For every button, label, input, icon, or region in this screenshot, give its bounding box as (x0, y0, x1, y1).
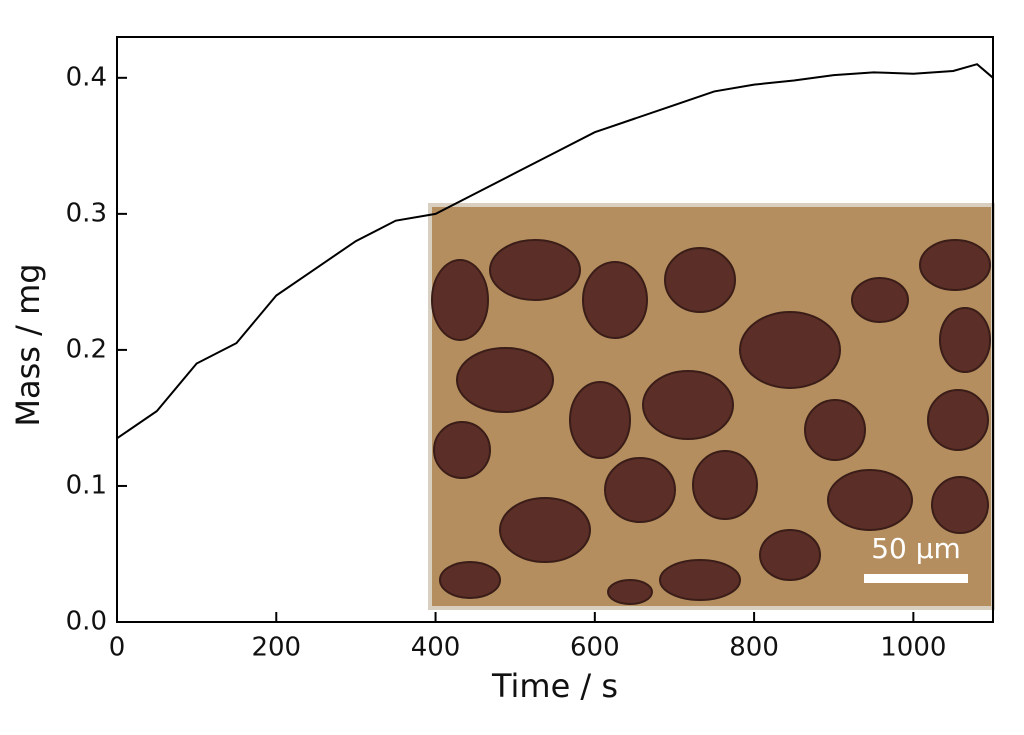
y-tick-label: 0.4 (66, 62, 107, 92)
y-axis-label: Mass / mg (9, 263, 47, 426)
x-axis-label: Time / s (491, 667, 618, 705)
x-tick-label: 0 (109, 633, 126, 663)
y-tick-label: 0.3 (66, 198, 107, 228)
scale-bar-label: 50 µm (871, 532, 961, 565)
x-tick-label: 800 (729, 633, 779, 663)
y-tick-label: 0.1 (66, 470, 107, 500)
plot-frame (116, 36, 994, 623)
y-tick-label: 0.0 (66, 607, 107, 637)
inset-image: 50 µm (428, 203, 995, 610)
x-tick-label: 200 (251, 633, 301, 663)
x-tick-label: 400 (411, 633, 461, 663)
y-tick-label: 0.2 (66, 334, 107, 364)
x-tick-label: 1000 (880, 633, 946, 663)
x-tick-label: 600 (570, 633, 620, 663)
data-line (116, 63, 994, 440)
